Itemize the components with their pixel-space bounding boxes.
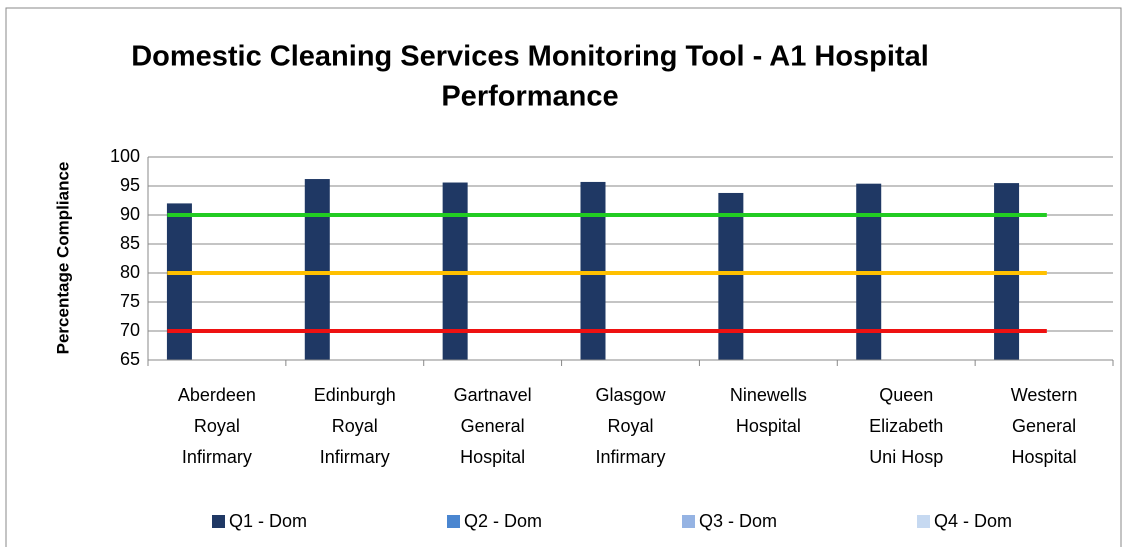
x-tick-label: Queen <box>879 385 933 405</box>
x-tick-label: General <box>461 416 525 436</box>
legend-swatch <box>212 515 225 528</box>
bar <box>580 181 606 360</box>
x-tick-label: Hospital <box>460 447 525 467</box>
x-tick-label: Royal <box>194 416 240 436</box>
x-tick-label: Hospital <box>736 416 801 436</box>
x-tick-label: Gartnavel <box>454 385 532 405</box>
chart-title: Performance <box>441 81 618 113</box>
x-tick-label: Royal <box>607 416 653 436</box>
legend-swatch <box>447 515 460 528</box>
y-tick-label: 65 <box>120 349 140 369</box>
x-tick-label: Ninewells <box>730 385 807 405</box>
x-tick-label: Glasgow <box>595 385 666 405</box>
y-tick-label: 95 <box>120 175 140 195</box>
chart-title: Domestic Cleaning Services Monitoring To… <box>131 41 929 73</box>
x-tick-label: Infirmary <box>182 447 252 467</box>
x-tick-label: Infirmary <box>595 447 665 467</box>
legend-swatch <box>682 515 695 528</box>
y-tick-label: 80 <box>120 262 140 282</box>
x-tick-label: Royal <box>332 416 378 436</box>
y-tick-label: 70 <box>120 320 140 340</box>
y-axis-label: Percentage Compliance <box>53 162 72 355</box>
legend-swatch <box>917 515 930 528</box>
y-tick-label: 100 <box>110 146 140 166</box>
bar <box>166 203 192 360</box>
legend-label: Q1 - Dom <box>229 511 307 531</box>
x-tick-label: General <box>1012 416 1076 436</box>
x-tick-label: Western <box>1011 385 1078 405</box>
legend-label: Q2 - Dom <box>464 511 542 531</box>
x-tick-label: Hospital <box>1012 447 1077 467</box>
y-tick-label: 75 <box>120 291 140 311</box>
y-tick-label: 85 <box>120 233 140 253</box>
legend-label: Q3 - Dom <box>699 511 777 531</box>
x-tick-label: Aberdeen <box>178 385 256 405</box>
x-tick-label: Infirmary <box>320 447 390 467</box>
y-tick-label: 90 <box>120 204 140 224</box>
x-tick-label: Elizabeth <box>869 416 943 436</box>
x-tick-label: Edinburgh <box>314 385 396 405</box>
bar <box>718 192 744 360</box>
x-tick-label: Uni Hosp <box>869 447 943 467</box>
legend-label: Q4 - Dom <box>934 511 1012 531</box>
